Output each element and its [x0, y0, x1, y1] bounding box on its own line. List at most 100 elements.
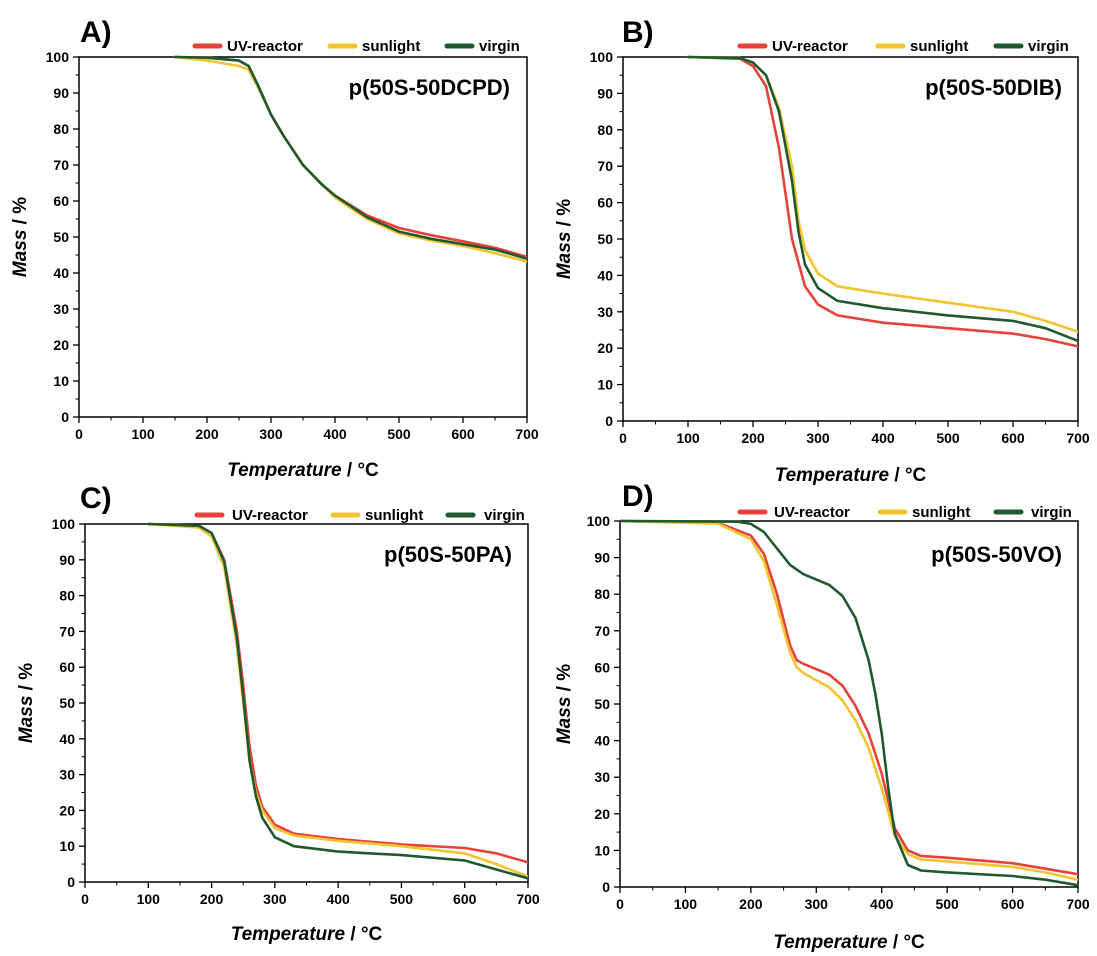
legend: UV-reactor sunlight virgin: [737, 504, 1072, 521]
y-tick-label: 10: [53, 373, 69, 389]
y-tick-label: 20: [594, 806, 610, 822]
panel-1: 0 100 200 300 400 500 600 700 0 10 20 30 40 50 60 70 80 9…: [10, 16, 539, 481]
x-tick-label: 300: [805, 896, 829, 912]
y-tick-label: 90: [594, 550, 610, 566]
x-tick-label: 600: [453, 891, 477, 907]
y-tick-label: 20: [53, 337, 69, 353]
legend-label: virgin: [484, 507, 525, 524]
legend: UV-reactor sunlight virgin: [737, 38, 1069, 55]
panel-letter: B): [622, 16, 654, 49]
series-line-sunlight: [620, 519, 1078, 882]
legend: UV-reactor sunlight virgin: [194, 507, 525, 524]
legend-label: sunlight: [910, 38, 968, 55]
panel-letter: A): [80, 16, 112, 49]
legend: UV-reactor sunlight virgin: [192, 38, 520, 55]
x-tick-label: 200: [739, 896, 763, 912]
x-axis-title: Temperature / °C: [227, 460, 379, 481]
legend-label: UV-reactor: [772, 38, 848, 55]
x-tick-label: 600: [1001, 430, 1025, 446]
y-tick-label: 30: [597, 304, 613, 320]
y-tick-label: 20: [597, 340, 613, 356]
x-tick-label: 0: [619, 430, 627, 446]
x-tick-label: 700: [1066, 896, 1090, 912]
y-tick-label: 80: [597, 122, 613, 138]
y-tick-label: 30: [59, 767, 75, 783]
y-tick-label: 60: [594, 659, 610, 675]
x-tick-label: 100: [131, 426, 155, 442]
y-tick-label: 80: [59, 588, 75, 604]
y-tick-label: 50: [59, 695, 75, 711]
panel-2: 0 100 200 300 400 500 600 700 0 10 20 30 40 50 60 70 80 9…: [554, 16, 1090, 486]
y-tick-label: 10: [594, 842, 610, 858]
x-tick-label: 700: [516, 891, 540, 907]
x-tick-label: 500: [936, 430, 960, 446]
y-tick-label: 0: [67, 874, 75, 890]
y-tick-label: 30: [594, 769, 610, 785]
y-tick-label: 100: [46, 49, 70, 65]
legend-label: virgin: [479, 38, 520, 55]
series-line-uv-reactor: [147, 522, 528, 864]
sample-label: p(50S-50DCPD): [349, 75, 510, 100]
legend-label: virgin: [1031, 504, 1072, 521]
x-tick-label: 0: [81, 891, 89, 907]
plot-frame: [622, 56, 1079, 422]
x-tick-label: 400: [870, 896, 894, 912]
legend-label: UV-reactor: [227, 38, 303, 55]
y-tick-label: 80: [594, 586, 610, 602]
y-tick-label: 10: [59, 838, 75, 854]
series-line-uv-reactor: [620, 519, 1078, 876]
x-tick-label: 0: [75, 426, 83, 442]
y-tick-label: 0: [605, 413, 613, 429]
x-tick-label: 700: [515, 426, 539, 442]
plot-frame: [84, 523, 529, 883]
legend-label: sunlight: [362, 38, 420, 55]
y-tick-label: 50: [53, 229, 69, 245]
y-tick-label: 0: [602, 879, 610, 895]
x-tick-label: 500: [387, 426, 411, 442]
y-tick-label: 70: [597, 158, 613, 174]
x-tick-label: 100: [676, 430, 700, 446]
x-tick-label: 300: [259, 426, 283, 442]
y-tick-label: 40: [59, 731, 75, 747]
sample-label: p(50S-50PA): [384, 542, 512, 567]
y-tick-label: 70: [53, 157, 69, 173]
panel-letter: C): [80, 482, 112, 515]
plot-frame: [619, 520, 1079, 888]
y-tick-label: 20: [59, 802, 75, 818]
x-tick-label: 600: [451, 426, 475, 442]
x-tick-label: 200: [195, 426, 219, 442]
sample-label: p(50S-50VO): [931, 542, 1062, 567]
sample-label: p(50S-50DIB): [925, 75, 1062, 100]
y-tick-label: 40: [594, 733, 610, 749]
x-axis-title: Temperature / °C: [775, 465, 927, 486]
y-tick-label: 60: [59, 659, 75, 675]
y-axis-title: Mass / %: [554, 199, 575, 279]
series-line-virgin: [147, 522, 528, 880]
y-tick-label: 80: [53, 121, 69, 137]
y-tick-label: 10: [597, 377, 613, 393]
y-tick-label: 0: [61, 409, 69, 425]
x-axis-title: Temperature / °C: [231, 924, 383, 945]
x-tick-label: 500: [935, 896, 959, 912]
y-axis-title: Mass / %: [554, 664, 575, 744]
x-tick-label: 200: [200, 891, 224, 907]
series-line-uv-reactor: [686, 55, 1078, 348]
series-line-sunlight: [147, 522, 528, 878]
panel-letter: D): [622, 480, 654, 513]
x-tick-label: 100: [137, 891, 161, 907]
y-tick-label: 90: [59, 552, 75, 568]
y-tick-label: 90: [597, 85, 613, 101]
x-axis-title: Temperature / °C: [773, 932, 925, 953]
y-tick-label: 100: [590, 49, 614, 65]
x-tick-label: 0: [616, 896, 624, 912]
series-line-virgin: [173, 55, 527, 260]
y-tick-label: 30: [53, 301, 69, 317]
y-tick-label: 70: [594, 623, 610, 639]
x-tick-label: 300: [263, 891, 287, 907]
panel-4: 0 100 200 300 400 500 600 700 0 10 20 30 40 50 60 70 80 9…: [554, 480, 1090, 953]
x-tick-label: 700: [1066, 430, 1090, 446]
y-tick-label: 50: [597, 231, 613, 247]
legend-label: sunlight: [912, 504, 970, 521]
x-tick-label: 400: [326, 891, 350, 907]
